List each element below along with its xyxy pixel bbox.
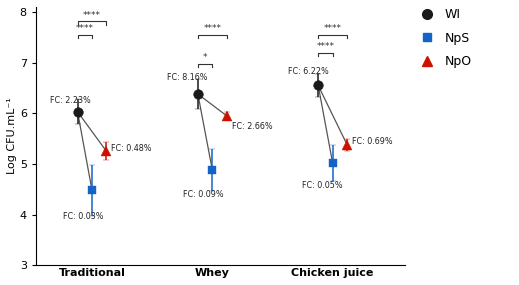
- Text: FC: 2.23%: FC: 2.23%: [49, 96, 90, 105]
- Text: FC: 2.66%: FC: 2.66%: [231, 123, 272, 131]
- Text: FC: 8.16%: FC: 8.16%: [168, 73, 208, 82]
- Text: FC: 0.09%: FC: 0.09%: [183, 190, 224, 199]
- Y-axis label: Log CFU.mL⁻¹: Log CFU.mL⁻¹: [7, 98, 17, 174]
- Text: FC: 0.69%: FC: 0.69%: [352, 137, 392, 146]
- Text: ****: ****: [76, 24, 94, 33]
- Legend: WI, NpS, NpO: WI, NpS, NpO: [415, 8, 472, 68]
- Text: ****: ****: [317, 42, 334, 51]
- Text: FC: 0.48%: FC: 0.48%: [111, 144, 152, 153]
- Text: ****: ****: [83, 11, 101, 20]
- Text: *: *: [203, 53, 208, 62]
- Text: FC: 6.22%: FC: 6.22%: [288, 67, 329, 76]
- Text: FC: 0.05%: FC: 0.05%: [302, 181, 343, 190]
- Text: ****: ****: [203, 24, 221, 33]
- Text: ****: ****: [324, 24, 342, 33]
- Text: FC: 0.03%: FC: 0.03%: [63, 212, 104, 221]
